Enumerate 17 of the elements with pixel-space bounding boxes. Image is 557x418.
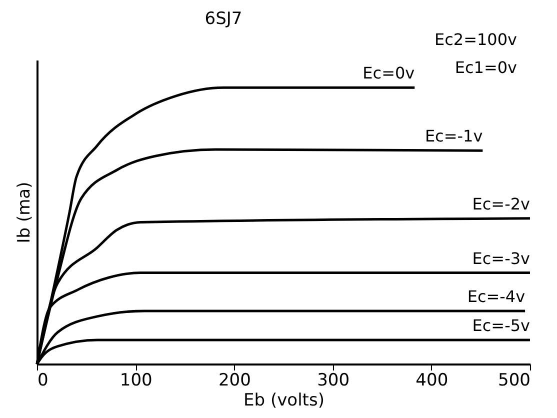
text: Ec2=100v [434,30,517,49]
series-label: Ec=-3v [472,248,530,268]
series-label: Ec=0v [362,64,415,83]
series-label: Ec=-2v [472,194,530,214]
text: Ec1=0v [454,58,517,77]
chart-title: 6SJ7 [204,9,242,29]
x-tick-label: 400 [416,370,448,390]
x-tick-label: 500 [498,370,530,390]
x-tick-label: 200 [218,370,251,390]
series-label: Ec=-4v [467,286,526,306]
series-label: Ec=-1v [424,126,483,146]
x-tick-label: 100 [120,370,152,390]
x-tick-label: 0 [38,370,48,390]
x-axis-title: Eb (volts) [244,390,324,410]
series-label: Ec=-5v [472,316,530,335]
x-tick-label: 300 [317,370,350,390]
y-axis-title: Ib (ma) [14,182,34,244]
